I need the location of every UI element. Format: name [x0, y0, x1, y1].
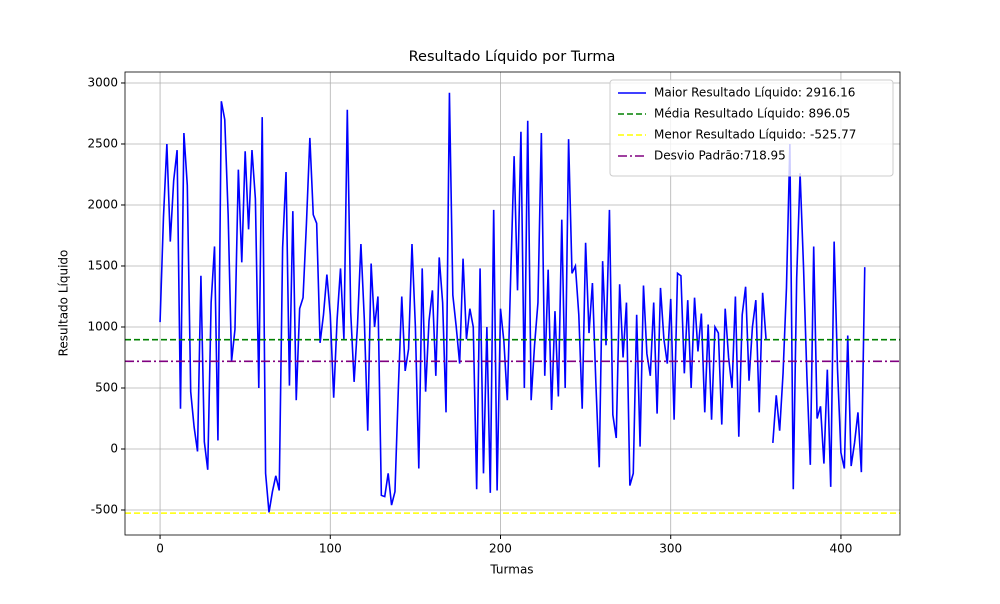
x-tick-label: 200 [489, 542, 512, 556]
y-tick-label: 2000 [87, 197, 118, 211]
x-tick-label: 300 [659, 542, 682, 556]
x-tick-label: 400 [829, 542, 852, 556]
legend-label: Maior Resultado Líquido: 2916.16 [654, 86, 855, 100]
legend-label: Média Resultado Líquido: 896.05 [654, 107, 850, 121]
legend-label: Desvio Padrão:718.95 [654, 149, 786, 163]
y-tick-label: 0 [110, 441, 118, 455]
x-tick-label: 100 [319, 542, 342, 556]
chart-title: Resultado Líquido por Turma [409, 49, 616, 65]
legend-label: Menor Resultado Líquido: -525.77 [654, 128, 856, 142]
y-tick-label: 1500 [87, 258, 118, 272]
y-tick-label: 500 [95, 380, 118, 394]
y-tick-label: 1000 [87, 319, 118, 333]
x-tick-label: 0 [156, 542, 164, 556]
y-tick-label: 2500 [87, 136, 118, 150]
y-tick-label: 3000 [87, 75, 118, 89]
y-axis-label: Resultado Líquido [57, 250, 71, 357]
y-tick-label: -500 [91, 502, 118, 516]
x-axis-label: Turmas [489, 563, 533, 577]
data-line [159, 92, 866, 513]
legend-box [609, 79, 894, 177]
plot-frame [124, 71, 901, 536]
